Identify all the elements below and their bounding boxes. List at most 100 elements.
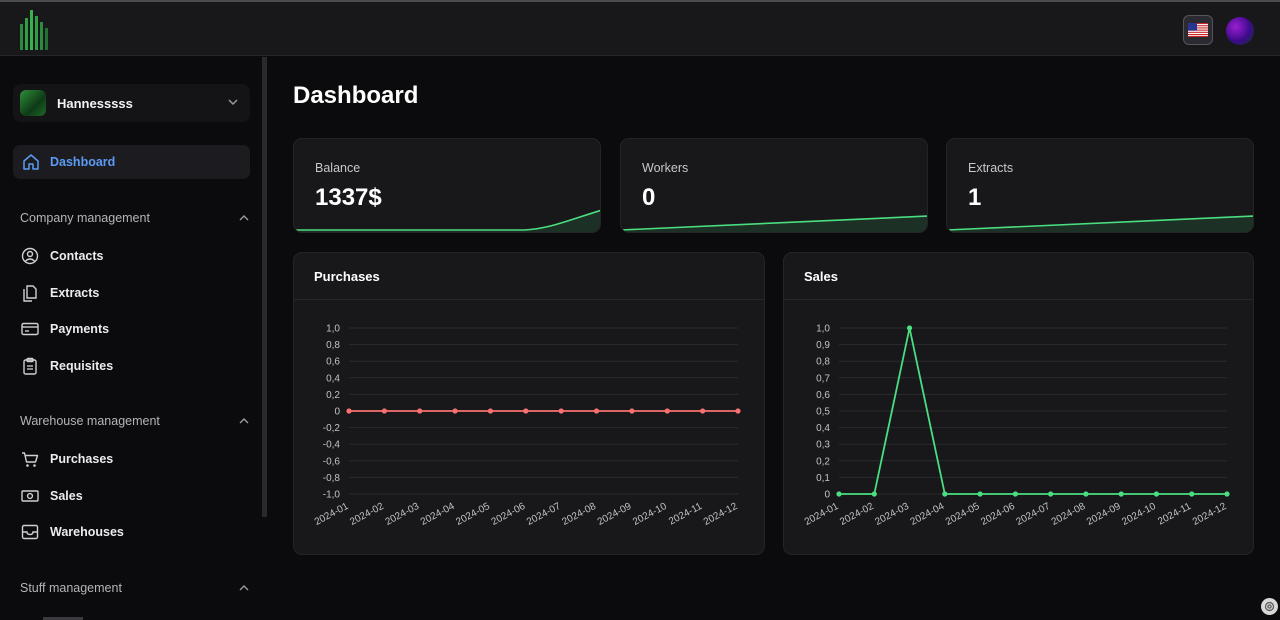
sidebar-item-warehouses[interactable]: Warehouses <box>20 521 250 543</box>
assistant-icon[interactable] <box>1261 598 1278 615</box>
data-point[interactable] <box>1118 491 1124 497</box>
clipboard-icon <box>23 357 37 375</box>
stat-label: Workers <box>642 161 689 175</box>
data-point[interactable] <box>452 408 458 414</box>
sidebar-item-label: Warehouses <box>50 525 124 539</box>
extracts-sparkline <box>947 215 1253 232</box>
data-point[interactable] <box>942 491 948 497</box>
window-top-edge <box>0 0 1280 2</box>
contact-icon <box>21 247 39 265</box>
sidebar-item-label: Sales <box>50 489 83 503</box>
x-tick-label: 2024-06 <box>979 501 1017 528</box>
sidebar-item-extracts[interactable]: Extracts <box>20 282 250 304</box>
x-tick-label: 2024-09 <box>596 501 634 528</box>
y-tick-label: 0 <box>824 490 830 501</box>
purchases-chart-card: Purchases 1,0 0,8 0,6 0,4 0,2 0 -0,2 -0,4 -0,6 -0… <box>293 252 765 555</box>
x-tick-label: 2024-07 <box>1014 501 1052 528</box>
data-point[interactable] <box>836 491 842 497</box>
x-tick-label: 2024-05 <box>944 501 982 528</box>
sidebar-item-requisites[interactable]: Requisites <box>20 355 250 377</box>
data-point[interactable] <box>735 408 741 414</box>
x-tick-label: 2024-01 <box>313 501 351 528</box>
y-tick-label: 0,7 <box>816 373 830 384</box>
data-point[interactable] <box>593 408 600 414</box>
data-point[interactable] <box>1012 491 1018 497</box>
data-point[interactable] <box>1224 491 1230 497</box>
data-point[interactable] <box>871 491 877 497</box>
stat-value: 1 <box>968 184 982 211</box>
data-point[interactable] <box>1083 491 1089 497</box>
y-tick-label: 0,3 <box>816 440 830 451</box>
y-tick-label: 1,0 <box>326 324 340 335</box>
data-point[interactable] <box>487 408 494 414</box>
y-tick-label: 0,2 <box>326 390 340 401</box>
user-switcher[interactable]: Hannesssss <box>13 84 250 122</box>
y-tick-label: -0,6 <box>323 456 341 467</box>
stat-label: Extracts <box>968 161 1014 175</box>
stat-card-workers[interactable]: Workers 0 <box>620 138 928 233</box>
data-point[interactable] <box>629 408 635 414</box>
user-name: Hannesssss <box>57 95 133 111</box>
sidebar-item-label: Payments <box>50 322 110 336</box>
sidebar-item-sales[interactable]: Sales <box>20 485 250 507</box>
sidebar-item-contacts[interactable]: Contacts <box>20 245 250 267</box>
y-tick-label: 0,1 <box>816 473 830 484</box>
data-point[interactable] <box>523 408 529 414</box>
x-tick-label: 2024-02 <box>838 501 876 528</box>
language-button[interactable] <box>1183 15 1213 45</box>
y-tick-label: 0,8 <box>816 357 830 368</box>
stat-value: 0 <box>642 184 656 211</box>
sidebar-item-dashboard[interactable]: Dashboard <box>13 145 250 179</box>
user-avatar <box>20 90 46 116</box>
x-tick-label: 2024-01 <box>803 501 841 528</box>
data-point[interactable] <box>417 408 423 414</box>
data-point[interactable] <box>1189 491 1195 497</box>
data-point[interactable] <box>381 408 387 414</box>
y-tick-label: -1,0 <box>323 490 341 501</box>
top-bar <box>0 2 1280 56</box>
spiral-icon <box>1264 601 1275 612</box>
data-point[interactable] <box>1048 491 1054 497</box>
stat-card-extracts[interactable]: Extracts 1 <box>946 138 1254 233</box>
purchases-chart: 1,00,80,60,40,20-0,2-0,4-0,6-0,8-1,02024… <box>313 324 741 528</box>
y-tick-label: -0,2 <box>323 423 341 434</box>
sidebar-scrollbar[interactable] <box>262 57 267 517</box>
data-point[interactable] <box>558 408 564 414</box>
bar-logo-icon[interactable] <box>18 10 52 50</box>
data-point[interactable] <box>700 408 706 414</box>
chart-title: Sales <box>804 269 838 284</box>
stat-label: Balance <box>315 161 361 175</box>
x-tick-label: 2024-05 <box>454 501 492 528</box>
x-tick-label: 2024-06 <box>490 501 528 528</box>
sidebar-item-label: Dashboard <box>50 155 116 169</box>
section-label: Company management <box>20 211 150 225</box>
stat-value: 1337$ <box>315 184 382 211</box>
stat-card-balance[interactable]: Balance 1337$ <box>293 138 601 233</box>
section-company-management[interactable]: Company management <box>20 209 250 227</box>
x-tick-label: 2024-07 <box>525 501 563 528</box>
sidebar-item-purchases[interactable]: Purchases <box>20 448 250 470</box>
y-tick-label: 0,4 <box>326 373 340 384</box>
x-tick-label: 2024-10 <box>1120 501 1158 528</box>
x-tick-label: 2024-12 <box>1191 501 1229 528</box>
y-tick-label: 0,2 <box>816 456 830 467</box>
x-tick-label: 2024-03 <box>873 501 911 528</box>
y-tick-label: 1,0 <box>816 324 830 335</box>
divider <box>294 299 764 300</box>
x-tick-label: 2024-08 <box>560 501 598 528</box>
data-point[interactable] <box>1153 491 1160 497</box>
section-stuff-management[interactable]: Stuff management <box>20 579 250 597</box>
x-tick-label: 2024-03 <box>384 501 422 528</box>
y-tick-label: 0,6 <box>326 357 340 368</box>
data-point[interactable] <box>977 491 983 497</box>
sidebar-item-payments[interactable]: Payments <box>20 318 250 340</box>
section-warehouse-management[interactable]: Warehouse management <box>20 412 250 430</box>
data-point[interactable] <box>346 408 352 414</box>
data-point[interactable] <box>906 325 913 331</box>
data-point[interactable] <box>664 408 670 414</box>
balance-sparkline <box>294 209 600 232</box>
y-tick-label: 0,4 <box>816 423 830 434</box>
x-tick-label: 2024-11 <box>667 501 704 528</box>
y-tick-label: 0,5 <box>816 407 830 418</box>
profile-avatar[interactable] <box>1226 17 1254 45</box>
